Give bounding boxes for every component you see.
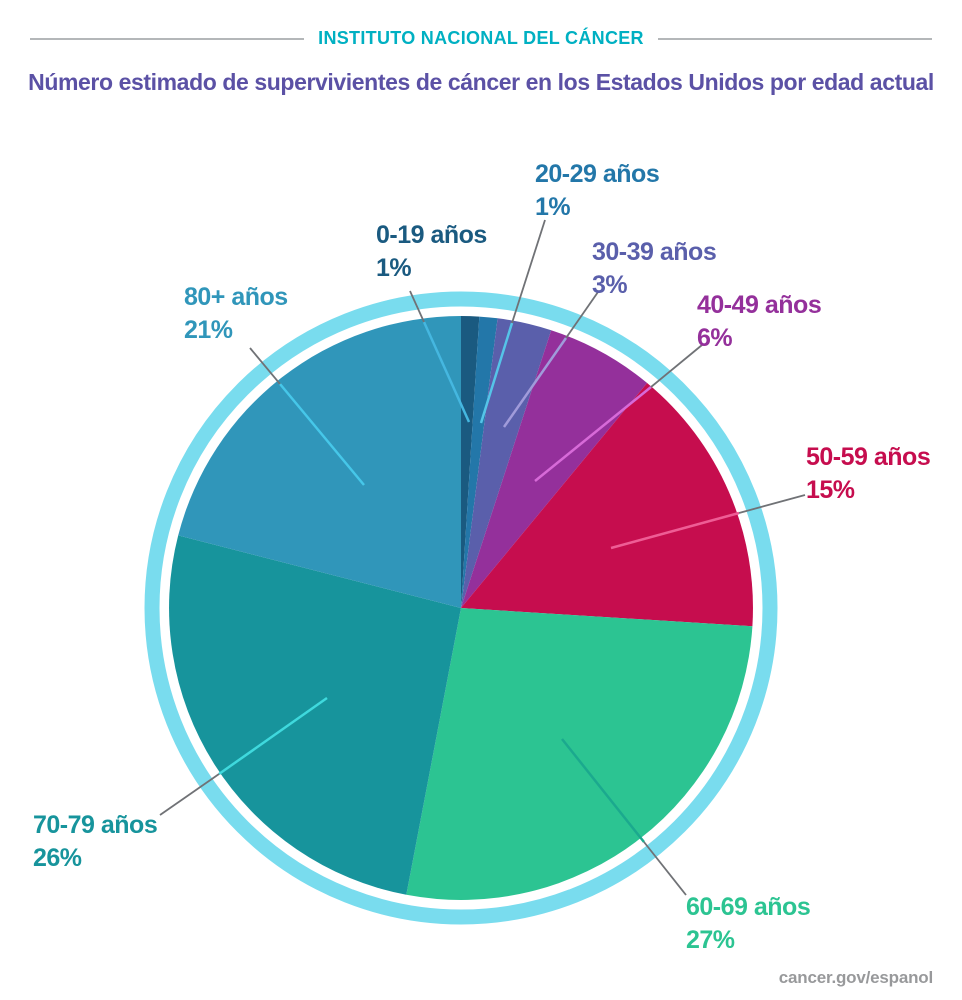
slice-label-percent-40-49: 6% <box>697 324 733 352</box>
slice-label-40-49: 40-49 años 6% <box>697 289 822 355</box>
slice-label-percent-70-79: 26% <box>33 844 82 872</box>
leader-line-inner-60-69 <box>561 738 645 843</box>
header: INSTITUTO NACIONAL DEL CÁNCER <box>0 0 962 49</box>
pie-slice-60-69 <box>406 608 753 900</box>
slice-label-20-29: 20-29 años 1% <box>535 158 660 224</box>
leader-line-inner-80-plus <box>279 383 365 486</box>
slice-label-0-19: 0-19 años 1% <box>376 219 487 285</box>
pie-slice-50-59 <box>461 383 753 627</box>
slice-label-percent-30-39: 3% <box>592 271 628 299</box>
leader-line-outer-30-39 <box>565 291 599 339</box>
slice-label-text-30-39: 30-39 años <box>592 238 717 266</box>
pie-slice-0-19 <box>461 316 480 608</box>
chart-title: Número estimado de supervivientes de cán… <box>28 69 934 95</box>
pie-slice-20-29 <box>461 316 498 608</box>
leader-line-outer-70-79 <box>159 773 220 816</box>
pie-slice-80-plus <box>178 316 461 608</box>
leader-line-outer-0-19 <box>409 290 425 323</box>
pie-ring <box>144 291 778 925</box>
leader-line-outer-50-59 <box>738 494 806 514</box>
slice-label-80-plus: 80+ años 21% <box>184 281 288 347</box>
slice-label-60-69: 60-69 años 27% <box>686 891 811 957</box>
slice-label-percent-80-plus: 21% <box>184 316 233 344</box>
divider-line-left <box>30 37 305 40</box>
leader-line-inner-40-49 <box>534 386 652 482</box>
slice-label-30-39: 30-39 años 3% <box>592 236 717 302</box>
leader-line-outer-40-49 <box>650 344 703 388</box>
slice-label-percent-0-19: 1% <box>376 254 412 282</box>
leader-line-inner-50-59 <box>610 511 740 550</box>
slice-label-percent-60-69: 27% <box>686 926 735 954</box>
slice-label-70-79: 70-79 años 26% <box>33 809 158 875</box>
slice-label-text-20-29: 20-29 años <box>535 160 660 188</box>
slice-label-text-70-79: 70-79 años <box>33 811 158 839</box>
institute-name: INSTITUTO NACIONAL DEL CÁNCER <box>318 28 644 48</box>
footer-url: cancer.gov/espanol <box>778 968 933 987</box>
slice-label-text-40-49: 40-49 años <box>697 291 822 319</box>
divider-line-right <box>657 37 932 40</box>
slice-label-50-59: 50-59 años 15% <box>806 441 931 507</box>
leader-line-inner-20-29 <box>479 322 514 424</box>
slice-label-text-0-19: 0-19 años <box>376 221 487 249</box>
slice-label-text-60-69: 60-69 años <box>686 893 811 921</box>
pie-slice-40-49 <box>461 330 648 608</box>
leader-line-inner-70-79 <box>218 696 328 776</box>
leader-line-inner-30-39 <box>502 337 568 428</box>
leader-line-outer-80-plus <box>249 347 281 385</box>
slice-label-percent-50-59: 15% <box>806 476 855 504</box>
leader-line-outer-60-69 <box>643 841 687 896</box>
slice-label-percent-20-29: 1% <box>535 193 571 221</box>
slice-label-text-80-plus: 80+ años <box>184 283 288 311</box>
leader-line-outer-20-29 <box>511 219 546 324</box>
pie-slice-70-79 <box>169 535 461 895</box>
slice-label-text-50-59: 50-59 años <box>806 443 931 471</box>
leader-line-inner-0-19 <box>422 321 471 423</box>
